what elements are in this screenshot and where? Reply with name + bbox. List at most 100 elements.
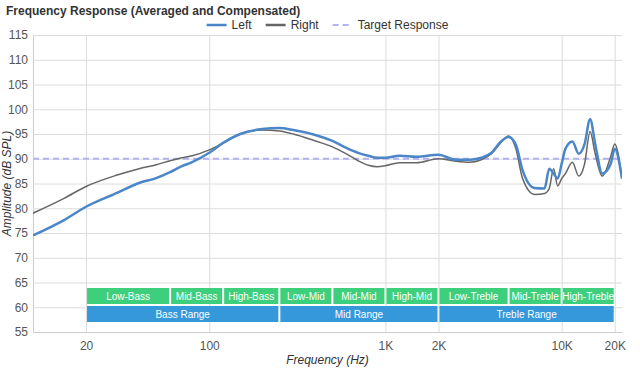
- band-box: [386, 288, 437, 304]
- y-grid-line: [33, 159, 622, 160]
- y-grid-line: [33, 258, 622, 259]
- x-tick: 2K: [432, 35, 447, 353]
- band-box: [563, 288, 614, 304]
- x-grid-line: [562, 35, 563, 332]
- band-box: [224, 288, 278, 304]
- y-tick: 80: [15, 202, 622, 216]
- y-tick: 75: [15, 226, 622, 240]
- y-tick-label: 100: [8, 103, 28, 117]
- band-label: Bass Range: [155, 309, 210, 320]
- legend-item: Right: [266, 18, 320, 32]
- y-tick: 110: [9, 53, 622, 67]
- y-tick: 95: [15, 127, 622, 141]
- y-tick-label: 115: [9, 28, 28, 42]
- x-grid-line: [86, 35, 87, 332]
- y-grid-line: [33, 184, 622, 185]
- y-tick-label: 85: [15, 177, 29, 191]
- y-axis: 55 60 65 70 75 80 85 90 95 100 105 110 115: [8, 28, 622, 339]
- y-grid-line: [33, 283, 622, 284]
- legend-swatch: [207, 24, 227, 27]
- band-box: [87, 288, 169, 304]
- plot: 55 60 65 70 75 80 85 90 95 100 105 110 115 20 100 1K 2K 1…: [8, 28, 626, 352]
- y-grid-line: [33, 109, 622, 110]
- band-label: High-Bass: [228, 291, 274, 302]
- x-tick: 20: [80, 35, 94, 353]
- x-axis-line: [34, 332, 623, 333]
- y-tick-label: 70: [15, 251, 29, 265]
- y-tick-label: 105: [8, 78, 28, 92]
- x-grid-line: [209, 35, 210, 332]
- legend: Left Right Target Response: [207, 18, 449, 32]
- y-tick-label: 75: [15, 226, 29, 240]
- band-box: [280, 306, 437, 322]
- y-tick: 65: [15, 276, 622, 290]
- x-grid-line: [385, 35, 386, 332]
- band-label: Mid-Treble: [511, 291, 559, 302]
- y-tick-label: 80: [15, 202, 29, 216]
- band-box: [510, 288, 561, 304]
- legend-label: Target Response: [358, 18, 449, 32]
- x-tick: 100: [200, 35, 220, 353]
- legend-swatch: [266, 24, 286, 27]
- y-tick: 70: [15, 251, 622, 265]
- band-box: [171, 288, 222, 304]
- x-tick-label: 20K: [605, 339, 626, 353]
- band-label: Low-Treble: [449, 291, 499, 302]
- x-tick-label: 2K: [432, 339, 447, 353]
- x-tick-label: 100: [200, 339, 220, 353]
- y-axis-title: Amplitude (dB SPL): [0, 131, 14, 237]
- x-tick-label: 1K: [379, 339, 394, 353]
- band-box: [87, 306, 278, 322]
- y-tick-label: 65: [15, 276, 29, 290]
- bands: Low-Bass Mid-Bass High-Bass Low-Mid Mid-Mid H…: [87, 288, 615, 322]
- band-box: [333, 288, 384, 304]
- series-line: [33, 130, 622, 213]
- reference-line: [33, 158, 622, 160]
- band-label: Treble Range: [496, 309, 557, 320]
- band-label: Mid-Mid: [341, 291, 377, 302]
- x-tick: 1K: [379, 35, 394, 353]
- band-box: [439, 288, 507, 304]
- chart-title: Frequency Response (Averaged and Compens…: [6, 4, 300, 18]
- y-tick-label: 90: [15, 152, 29, 166]
- legend-swatch: [333, 24, 353, 26]
- chart: 55 60 65 70 75 80 85 90 95 100 105 110 115 20 100 1K 2K 1…: [0, 0, 640, 369]
- y-grid-line: [33, 233, 622, 234]
- legend-item: Left: [207, 18, 253, 32]
- x-tick: 20K: [605, 35, 626, 353]
- band-label: High-Mid: [392, 291, 432, 302]
- y-tick-label: 110: [9, 53, 28, 67]
- band-box: [280, 288, 331, 304]
- x-tick: 10K: [551, 35, 572, 353]
- y-tick: 90: [15, 152, 622, 166]
- band-label: High-Treble: [562, 291, 614, 302]
- x-tick-label: 10K: [551, 339, 572, 353]
- legend-item: Target Response: [333, 18, 449, 32]
- y-tick-label: 95: [15, 127, 29, 141]
- band-label: Mid-Bass: [176, 291, 218, 302]
- y-tick-label: 60: [15, 301, 29, 315]
- y-grid-line: [33, 134, 622, 135]
- y-grid-line: [33, 85, 622, 86]
- y-tick-label: 55: [15, 325, 29, 339]
- y-tick: 100: [8, 103, 622, 117]
- band-label: Low-Mid: [287, 291, 325, 302]
- data-area: [33, 119, 622, 235]
- x-tick-label: 20: [80, 339, 94, 353]
- y-tick: 55: [15, 325, 622, 339]
- x-grid-line: [438, 35, 439, 332]
- y-grid-line: [33, 332, 622, 333]
- band-box: [439, 306, 613, 322]
- legend-label: Left: [232, 18, 253, 32]
- x-axis: 20 100 1K 2K 10K 20K: [34, 35, 626, 353]
- y-grid-line: [33, 35, 622, 36]
- y-tick: 105: [8, 78, 622, 92]
- x-grid-line: [615, 35, 616, 332]
- y-grid-line: [33, 60, 622, 61]
- series-line: [33, 119, 622, 235]
- legend-label: Right: [291, 18, 320, 32]
- x-axis-title: Frequency (Hz): [286, 353, 369, 367]
- band-label: Mid Range: [335, 309, 384, 320]
- y-grid-line: [33, 208, 622, 209]
- band-label: Low-Bass: [106, 291, 150, 302]
